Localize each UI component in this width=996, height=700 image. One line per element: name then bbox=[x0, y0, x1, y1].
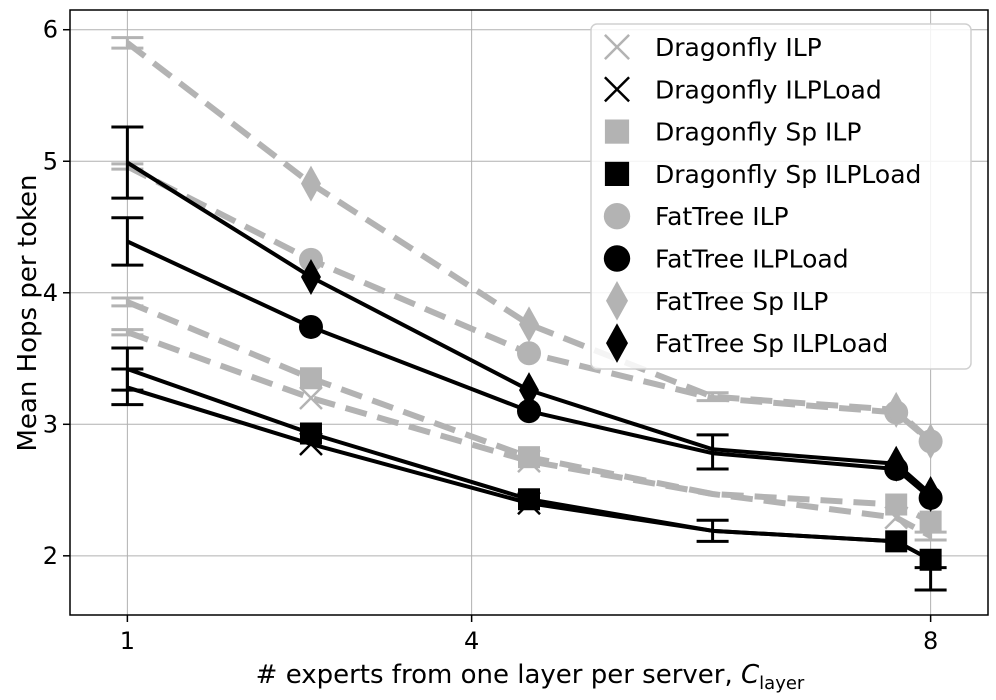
legend-item-dragonfly-sp-ilp: Dragonfly Sp ILP bbox=[604, 118, 861, 147]
legend-item-fattree-sp-ilpload: FatTree Sp ILPLoad bbox=[606, 323, 888, 363]
y-tick-label: 6 bbox=[43, 16, 58, 44]
legend-label-dragonfly-ilpload: Dragonfly ILPLoad bbox=[655, 75, 882, 104]
x-tick-label: 1 bbox=[120, 627, 135, 655]
error-bar-dragonfly-sp-ilpload bbox=[696, 518, 729, 543]
error-bar-fattree-sp-ilpload bbox=[696, 433, 729, 471]
data-point-dragonfly-sp-ilpload bbox=[885, 530, 908, 553]
data-point-fattree-sp-ilpload bbox=[920, 476, 941, 512]
legend-marker-dragonfly-ilp bbox=[604, 34, 630, 60]
legend-label-dragonfly-sp-ilp: Dragonfly Sp ILP bbox=[655, 118, 861, 147]
error-bar-dragonfly-sp-ilpload bbox=[111, 346, 144, 392]
error-bar-dragonfly-sp-ilp bbox=[111, 296, 144, 308]
legend-marker-fattree-ilp bbox=[603, 203, 631, 230]
data-point-fattree-sp-ilp bbox=[300, 165, 321, 202]
data-point-dragonfly-sp-ilp bbox=[299, 367, 322, 390]
error-bar-fattree-sp-ilp bbox=[111, 36, 144, 50]
error-bar-dragonfly-ilp bbox=[111, 328, 144, 337]
error-bar-fattree-sp-ilp bbox=[696, 391, 729, 403]
x-tick-label: 4 bbox=[464, 627, 479, 655]
series-fattree-sp-ilpload bbox=[111, 125, 941, 512]
data-point-dragonfly-sp-ilp bbox=[518, 446, 540, 469]
data-point-fattree-ilpload bbox=[517, 399, 541, 424]
data-point-dragonfly-ilp bbox=[299, 386, 323, 410]
legend-label-dragonfly-ilp: Dragonfly ILP bbox=[655, 33, 822, 62]
data-point-dragonfly-sp-ilpload bbox=[518, 488, 540, 511]
y-axis-label: Mean Hops per token bbox=[13, 174, 43, 451]
legend-box bbox=[590, 23, 972, 370]
legend-marker-dragonfly-sp-ilpload bbox=[604, 161, 630, 186]
data-point-dragonfly-sp-ilpload bbox=[299, 422, 322, 445]
series-line-dragonfly-ilp bbox=[126, 329, 933, 539]
data-point-dragonfly-ilp-stroke-b bbox=[299, 386, 323, 410]
series-layer bbox=[111, 36, 947, 592]
series-fattree-ilpload bbox=[111, 216, 943, 510]
legend-label-fattree-ilp: FatTree ILP bbox=[655, 202, 789, 231]
series-dragonfly-sp-ilp bbox=[111, 296, 942, 533]
y-tick-label: 4 bbox=[43, 279, 58, 307]
data-point-fattree-sp-ilpload bbox=[300, 258, 321, 295]
legend-marker-dragonfly-ilpload bbox=[604, 76, 630, 103]
legend-marker-dragonfly-ilpload-stroke-b bbox=[604, 76, 630, 103]
data-point-fattree-sp-ilp bbox=[519, 306, 539, 343]
legend-item-fattree-sp-ilp: FatTree Sp ILP bbox=[606, 281, 828, 321]
legend-label-fattree-ilpload: FatTree ILPLoad bbox=[655, 245, 849, 274]
data-point-fattree-ilpload bbox=[298, 314, 323, 339]
data-point-fattree-ilp bbox=[517, 341, 541, 366]
x-tick-label: 8 bbox=[923, 627, 938, 655]
legend-marker-dragonfly-ilp-stroke-b bbox=[604, 34, 630, 60]
legend-label-fattree-sp-ilpload: FatTree Sp ILPLoad bbox=[655, 329, 888, 358]
legend-label-fattree-sp-ilp: FatTree Sp ILP bbox=[655, 287, 828, 316]
data-point-fattree-sp-ilp bbox=[920, 423, 941, 460]
legend-marker-fattree-sp-ilp bbox=[606, 281, 628, 321]
y-tick-label: 2 bbox=[43, 542, 58, 570]
plot-frame bbox=[69, 9, 989, 616]
x-axis-label-prefix: # experts from one layer per server, bbox=[256, 660, 741, 690]
legend-item-dragonfly-ilpload: Dragonfly ILPLoad bbox=[604, 75, 882, 104]
series-dragonfly-sp-ilpload bbox=[111, 346, 947, 592]
legend-label-dragonfly-sp-ilpload: Dragonfly Sp ILPLoad bbox=[655, 160, 921, 189]
data-point-dragonfly-sp-ilp bbox=[919, 510, 942, 533]
legend-item-dragonfly-sp-ilpload: Dragonfly Sp ILPLoad bbox=[604, 160, 921, 189]
legend: Dragonfly ILP Dragonfly ILPLoad Dragonfly … bbox=[590, 23, 972, 370]
y-tick-label: 5 bbox=[43, 147, 58, 175]
series-fattree-sp-ilp bbox=[111, 36, 941, 460]
error-bar-fattree-ilpload bbox=[111, 216, 144, 267]
legend-item-fattree-ilpload: FatTree ILPLoad bbox=[603, 245, 849, 274]
legend-marker-dragonfly-sp-ilp bbox=[604, 119, 630, 144]
data-point-fattree-sp-ilpload bbox=[886, 445, 907, 482]
data-point-fattree-sp-ilpload bbox=[519, 372, 539, 409]
x-axis-label: # experts from one layer per server, Cla… bbox=[256, 660, 805, 694]
error-bar-fattree-sp-ilpload bbox=[111, 125, 144, 200]
x-axis-label-symbol: C bbox=[741, 660, 760, 690]
legend-marker-fattree-ilpload bbox=[603, 245, 631, 272]
legend-item-fattree-ilp: FatTree ILP bbox=[603, 202, 789, 231]
data-point-fattree-sp-ilp bbox=[886, 391, 907, 428]
legend-marker-fattree-sp-ilpload bbox=[606, 323, 628, 363]
legend-item-dragonfly-ilp: Dragonfly ILP bbox=[604, 33, 822, 62]
x-axis-label-subscript: layer bbox=[759, 673, 805, 694]
data-point-dragonfly-sp-ilpload bbox=[919, 548, 942, 571]
data-point-dragonfly-sp-ilp bbox=[885, 493, 908, 516]
series-line-fattree-ilp bbox=[126, 163, 933, 444]
y-tick-label: 3 bbox=[43, 410, 58, 438]
